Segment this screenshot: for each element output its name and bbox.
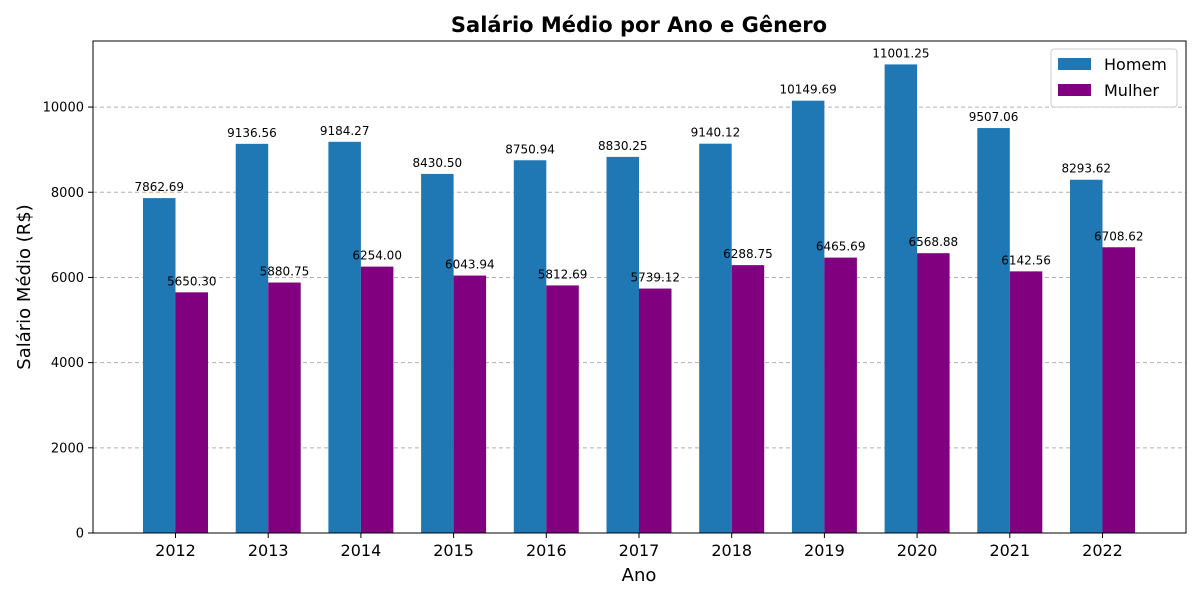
x-tick-label: 2012 xyxy=(155,541,196,560)
x-tick-label: 2014 xyxy=(341,541,382,560)
x-tick-label: 2016 xyxy=(526,541,567,560)
bar-mulher xyxy=(268,282,301,533)
x-ticks: 2012 2013 2014 2015 2016 2017 2018 2019 2020 2021… xyxy=(155,533,1123,560)
data-label: 5739.12 xyxy=(630,271,680,285)
bar-homem xyxy=(699,143,732,533)
data-label: 8293.62 xyxy=(1061,162,1111,176)
data-label: 8430.50 xyxy=(413,156,463,170)
y-axis-label: Salário Médio (R$) xyxy=(14,204,35,369)
bar-homem xyxy=(977,128,1010,533)
legend-swatch-homem xyxy=(1058,58,1091,70)
data-label: 7862.69 xyxy=(134,180,184,194)
bar-mulher xyxy=(546,285,579,533)
bar-mulher xyxy=(1102,247,1135,534)
bar-mulher xyxy=(453,275,487,533)
data-label: 6142.56 xyxy=(1001,253,1051,267)
x-tick-label: 2017 xyxy=(619,541,660,560)
bar-homem xyxy=(791,100,825,533)
x-tick-label: 2019 xyxy=(804,541,845,560)
x-tick-label: 2015 xyxy=(433,541,474,560)
data-label: 9136.56 xyxy=(227,126,277,140)
bar-homem xyxy=(606,156,639,534)
bar-homem xyxy=(421,173,454,533)
data-label: 5650.30 xyxy=(167,274,217,288)
bar-homem xyxy=(513,160,547,533)
data-label: 9184.27 xyxy=(320,124,370,138)
data-label: 6465.69 xyxy=(816,240,866,254)
legend-label-homem: Homem xyxy=(1104,55,1167,74)
y-ticks: 0 2000 4000 6000 8000 10000 xyxy=(43,101,93,542)
bar-homem xyxy=(235,143,269,533)
data-label: 11001.25 xyxy=(872,46,929,60)
legend-label-mulher: Mulher xyxy=(1104,81,1159,100)
y-tick-label: 0 xyxy=(76,527,84,542)
bar-mulher xyxy=(639,288,672,533)
bar-mulher xyxy=(731,265,765,533)
data-label: 5880.75 xyxy=(260,265,310,279)
chart-title: Salário Médio por Ano e Gênero xyxy=(451,13,827,37)
bar-mulher xyxy=(360,266,394,533)
x-tick-label: 2021 xyxy=(989,541,1030,560)
data-label: 9507.06 xyxy=(969,110,1019,124)
x-tick-label: 2013 xyxy=(248,541,289,560)
bar-homem xyxy=(1070,179,1103,534)
x-axis-label: Ano xyxy=(622,565,657,586)
y-tick-label: 8000 xyxy=(51,186,84,201)
x-tick-label: 2020 xyxy=(897,541,938,560)
data-label: 10149.69 xyxy=(780,83,837,97)
y-tick-label: 10000 xyxy=(43,101,84,116)
y-tick-label: 2000 xyxy=(51,441,84,456)
bar-homem xyxy=(884,64,918,533)
y-tick-label: 6000 xyxy=(51,271,84,286)
data-label: 6568.88 xyxy=(909,235,959,249)
data-label: 5812.69 xyxy=(538,267,588,281)
data-label: 6254.00 xyxy=(352,249,402,263)
data-labels: 7862.69 5650.30 9136.56 5880.75 9184.27 6254.… xyxy=(134,46,1143,288)
data-label: 9140.12 xyxy=(691,126,741,140)
bar-mulher xyxy=(824,257,857,533)
legend-swatch-mulher xyxy=(1058,84,1091,96)
legend: Homem Mulher xyxy=(1050,48,1178,108)
data-label: 6043.94 xyxy=(445,258,495,272)
bar-mulher xyxy=(917,253,950,533)
bars xyxy=(143,64,1135,534)
data-label: 8830.25 xyxy=(598,139,648,153)
x-tick-label: 2018 xyxy=(711,541,752,560)
y-tick-label: 4000 xyxy=(51,356,84,371)
data-label: 8750.94 xyxy=(505,142,555,156)
data-label: 6708.62 xyxy=(1094,229,1144,243)
bar-homem xyxy=(143,198,176,534)
bar-homem xyxy=(328,141,361,534)
bar-mulher xyxy=(175,292,208,533)
data-label: 6288.75 xyxy=(723,247,773,261)
bar-mulher xyxy=(1009,271,1043,533)
x-tick-label: 2022 xyxy=(1082,541,1123,560)
